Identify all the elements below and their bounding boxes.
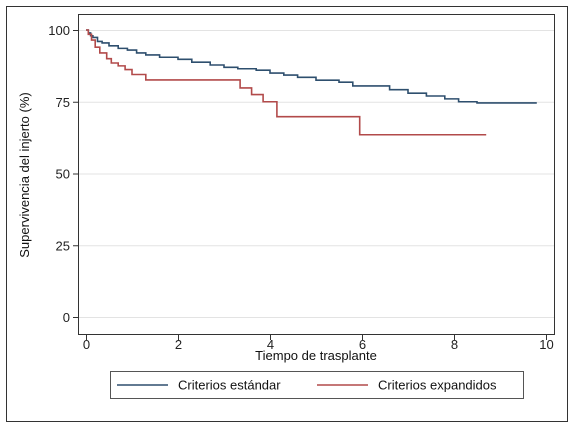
x-tick-label-10: 10: [539, 337, 553, 352]
series-line-criterios-estandar: [86, 29, 537, 104]
x-tick-label-4: 4: [267, 337, 274, 352]
series-line-criterios-expandidos: [86, 29, 487, 136]
y-tick-label-100: 100: [48, 23, 70, 38]
y-tick-label-0: 0: [63, 310, 70, 325]
legend-label-criterios-expandidos: Criterios expandidos: [378, 378, 497, 393]
outer-frame: [6, 6, 568, 422]
axes: 0 25 50 75 100 0 2 4 6 8 10: [48, 23, 553, 352]
x-tick-label-6: 6: [359, 337, 366, 352]
grid: [79, 30, 554, 318]
y-tick-label-50: 50: [56, 167, 70, 182]
x-tick-label-8: 8: [451, 337, 458, 352]
series-layer: [86, 29, 537, 136]
legend-label-criterios-estandar: Criterios estándar: [178, 378, 281, 393]
y-axis-title: Supervivencia del injerto (%): [17, 92, 32, 257]
x-axis-title: Tiempo de trasplante: [255, 348, 377, 363]
x-tick-label-0: 0: [83, 337, 90, 352]
x-tick-label-2: 2: [175, 337, 182, 352]
y-tick-label-25: 25: [56, 238, 70, 253]
y-tick-label-75: 75: [56, 95, 70, 110]
legend: Criterios estándar Criterios expandidos: [110, 371, 524, 399]
